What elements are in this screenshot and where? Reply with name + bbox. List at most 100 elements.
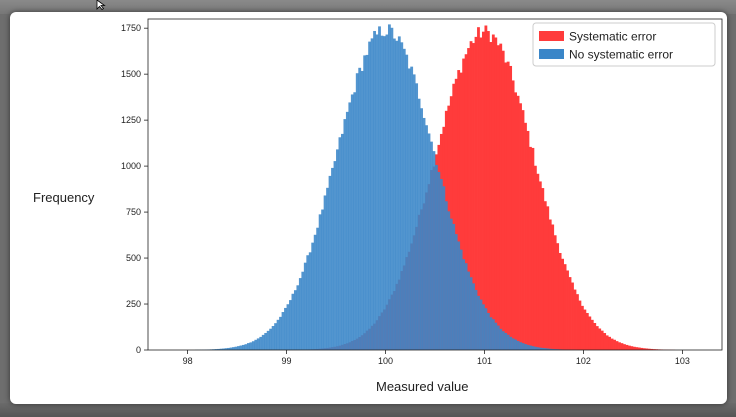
histogram-bar bbox=[551, 348, 555, 350]
histogram-bar bbox=[482, 31, 485, 350]
histogram-bar bbox=[499, 328, 503, 350]
histogram-bar bbox=[291, 293, 295, 350]
histogram-bar bbox=[345, 111, 349, 351]
histogram-bar bbox=[506, 61, 510, 351]
histogram-bar bbox=[593, 323, 597, 350]
histogram-bar bbox=[457, 241, 461, 350]
histogram-bar bbox=[529, 146, 532, 350]
histogram-bar bbox=[420, 108, 423, 351]
histogram-bar bbox=[368, 41, 372, 350]
histogram-bar bbox=[246, 343, 250, 350]
histogram-bar bbox=[340, 133, 344, 350]
histogram-bar bbox=[435, 164, 438, 350]
histogram-bar bbox=[293, 290, 297, 350]
histogram-bar bbox=[375, 34, 379, 351]
histogram-bar bbox=[306, 255, 310, 350]
histogram-bar bbox=[489, 317, 493, 350]
histogram-bar bbox=[353, 92, 357, 350]
histogram-bar bbox=[625, 344, 629, 350]
histogram-bar bbox=[486, 31, 490, 351]
histogram-bar bbox=[437, 172, 441, 350]
histogram-bar bbox=[432, 151, 436, 350]
histogram-bar bbox=[524, 344, 527, 350]
histogram-bar bbox=[548, 348, 552, 350]
histogram-bar bbox=[531, 147, 535, 350]
histogram-bar bbox=[516, 95, 520, 350]
histogram-bar bbox=[566, 270, 569, 350]
histogram-bar bbox=[259, 336, 263, 350]
histogram-bar bbox=[588, 316, 592, 350]
histogram-bar bbox=[533, 346, 537, 350]
histogram-bar bbox=[640, 347, 644, 350]
histogram-bar bbox=[284, 307, 287, 350]
histogram-bar bbox=[496, 325, 500, 350]
histogram-bar bbox=[536, 173, 540, 350]
background-bottom bbox=[0, 403, 736, 417]
histogram-bar bbox=[452, 83, 456, 350]
histogram-bar bbox=[422, 117, 426, 350]
histogram-bar bbox=[561, 258, 564, 350]
histogram-bar bbox=[519, 342, 522, 350]
histogram-bar bbox=[378, 26, 381, 350]
histogram-bar bbox=[298, 278, 302, 350]
histogram-bar bbox=[348, 102, 352, 351]
histogram-bar bbox=[331, 167, 334, 350]
histogram-bar bbox=[444, 201, 448, 350]
histogram-bar bbox=[538, 181, 542, 350]
histogram-bar bbox=[472, 43, 475, 351]
histogram-bar bbox=[526, 130, 530, 350]
histogram-bar bbox=[618, 342, 621, 350]
histogram-bar bbox=[318, 214, 322, 350]
histogram-bar bbox=[269, 328, 273, 350]
histogram-bar bbox=[234, 346, 238, 350]
histogram-bar bbox=[449, 218, 453, 350]
histogram-bar bbox=[415, 83, 419, 350]
histogram-bar bbox=[242, 344, 245, 350]
histogram-bar bbox=[543, 201, 547, 350]
histogram-bar bbox=[620, 343, 624, 350]
histogram-bar bbox=[501, 50, 505, 350]
histogram-bar bbox=[630, 346, 634, 350]
histogram-bar bbox=[439, 179, 443, 350]
histogram-bar bbox=[635, 347, 639, 350]
x-tick-label: 101 bbox=[477, 356, 492, 366]
histogram-bar bbox=[595, 326, 599, 350]
histogram-bar bbox=[590, 319, 594, 350]
y-tick-label: 250 bbox=[126, 299, 141, 309]
histogram-bar bbox=[454, 234, 458, 350]
histogram-bar bbox=[274, 323, 277, 350]
histogram-bar bbox=[321, 209, 325, 350]
histogram-bar bbox=[608, 336, 612, 350]
histogram-bar bbox=[647, 348, 651, 350]
histogram-bar bbox=[214, 349, 218, 350]
histogram-bar bbox=[380, 35, 384, 350]
histogram-bar bbox=[474, 36, 478, 350]
x-tick-label: 99 bbox=[282, 356, 292, 366]
histogram-bar bbox=[407, 68, 411, 350]
histogram-bar bbox=[637, 347, 641, 350]
histogram-bar bbox=[509, 336, 513, 350]
histogram-bar bbox=[541, 188, 545, 350]
histogram-bar bbox=[477, 295, 480, 350]
histogram-bar bbox=[447, 211, 451, 350]
histogram-bar bbox=[395, 40, 399, 350]
histogram-bar bbox=[383, 36, 386, 350]
background-top bbox=[0, 0, 736, 14]
y-tick-label: 750 bbox=[126, 207, 141, 217]
histogram-bar bbox=[355, 73, 359, 350]
histogram-bar bbox=[328, 175, 332, 350]
histogram-bar bbox=[311, 242, 315, 350]
histogram-bar bbox=[286, 304, 290, 350]
histogram-bar bbox=[538, 347, 542, 350]
histogram-bar bbox=[457, 70, 461, 350]
histogram-bar bbox=[385, 34, 389, 350]
histogram-bar bbox=[232, 347, 235, 350]
histogram-bar bbox=[237, 346, 240, 350]
histogram-bar bbox=[430, 141, 433, 350]
histogram-bar bbox=[303, 262, 307, 350]
histogram-bar bbox=[462, 259, 466, 350]
histogram-bar bbox=[474, 290, 478, 350]
histogram-bar bbox=[281, 312, 285, 350]
histogram-bar bbox=[573, 289, 577, 350]
histogram-bar bbox=[642, 348, 646, 350]
